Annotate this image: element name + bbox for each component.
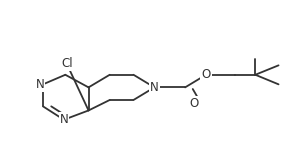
Text: O: O bbox=[190, 97, 199, 110]
Text: Cl: Cl bbox=[61, 57, 73, 70]
Text: O: O bbox=[201, 68, 211, 81]
Text: N: N bbox=[150, 81, 159, 94]
Text: N: N bbox=[59, 113, 68, 126]
Text: N: N bbox=[36, 78, 44, 91]
